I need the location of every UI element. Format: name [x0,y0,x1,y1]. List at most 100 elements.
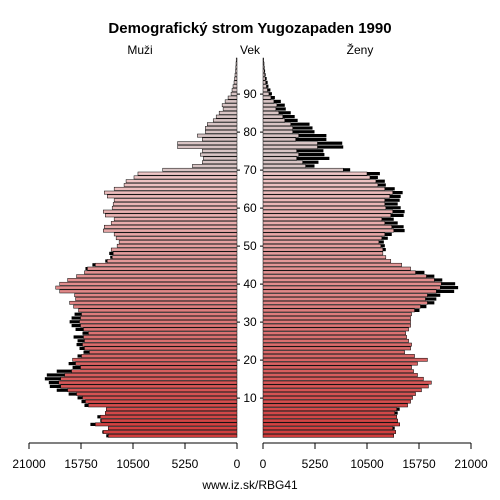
male-bar [71,369,238,374]
male-x-tick-label: 10500 [116,457,150,471]
female-bar [262,297,426,301]
male-bar [82,342,238,347]
female-bar [262,430,396,434]
male-excess-bar [81,400,86,404]
female-x-tick-label: 5250 [302,457,329,471]
male-bar [202,148,238,153]
female-bar [262,243,382,248]
male-x-tick-label: 15750 [64,457,98,471]
bars-group [44,57,459,438]
male-bar [88,403,238,408]
male-bar [177,145,238,149]
female-bar [262,395,413,400]
male-bar [79,319,238,324]
female-excess-bar [378,240,384,244]
female-excess-bar [393,229,405,233]
female-bar [262,278,435,282]
male-excess-bar [72,365,81,369]
female-bar [262,247,384,252]
male-bar [233,80,238,85]
age-tick-label: 10 [243,391,257,405]
male-bar [105,411,238,415]
male-bar [83,327,238,332]
female-excess-bar [427,301,435,305]
female-excess-bar [391,225,404,229]
female-excess-bar [296,156,330,160]
female-bar [262,350,405,355]
male-bar [235,57,238,62]
male-bar [59,289,238,294]
male-bar [112,202,238,206]
male-bar [105,213,238,218]
age-tick-label: 60 [243,201,257,215]
male-excess-bar [92,263,96,267]
female-bar [262,171,368,176]
female-bar [262,152,299,157]
male-bar [84,338,238,343]
female-bar [262,388,422,393]
male-bar [76,274,238,279]
female-excess-bar [381,236,388,240]
male-bar [80,323,238,328]
age-tick-label: 50 [243,239,257,253]
female-excess-bar [264,69,266,73]
male-bar [60,384,238,389]
male-bar [202,137,238,142]
female-bar [262,281,442,286]
female-bar [262,266,411,271]
female-bar [262,194,391,199]
female-bar [262,323,411,328]
male-bar [107,433,238,438]
male-bar [207,122,238,127]
female-excess-bar [384,198,400,202]
male-bar [103,209,238,214]
male-bar [197,133,238,138]
female-bar [262,338,409,343]
female-excess-bar [343,168,351,172]
male-bar [205,126,238,130]
male-bar [89,350,238,355]
male-bar [85,399,238,404]
male-bar [112,251,238,256]
male-bar [230,91,238,96]
female-bar [262,57,264,62]
female-bar [262,198,386,203]
male-bar [59,281,238,286]
male-excess-bar [68,362,76,366]
female-excess-bar [263,65,265,69]
female-bar [262,407,397,412]
female-excess-bar [267,88,271,92]
male-bar [67,388,238,393]
male-bar [111,205,238,210]
male-bar [118,240,238,244]
age-tick-label: 90 [243,87,257,101]
male-bar [235,65,238,70]
female-excess-bar [392,210,405,214]
female-excess-bar [282,115,295,119]
axes-group: 0 0 5250 5250 10500 10500 15750 15750 21000 21000… [12,87,488,471]
male-bar [200,152,238,157]
male-bar [60,376,238,381]
male-bar [75,361,238,366]
female-x-tick-label: 0 [260,457,267,471]
male-excess-bar [71,316,81,320]
male-excess-bar [46,373,65,377]
male-bar [72,357,238,362]
male-excess-bar [83,350,90,354]
female-bar [262,274,427,279]
female-excess-bar [265,77,267,81]
male-bar [234,76,238,81]
male-bar [113,186,238,191]
male-bar [81,312,238,317]
female-excess-bar [292,130,315,134]
female-bar [262,357,428,362]
female-excess-bar [369,175,378,179]
female-bar [262,167,344,172]
female-excess-bar [425,297,437,301]
male-excess-bar [110,255,113,259]
female-bar [262,118,286,123]
male-excess-bar [84,403,89,407]
female-bar [262,414,397,419]
female-bar [262,392,416,396]
